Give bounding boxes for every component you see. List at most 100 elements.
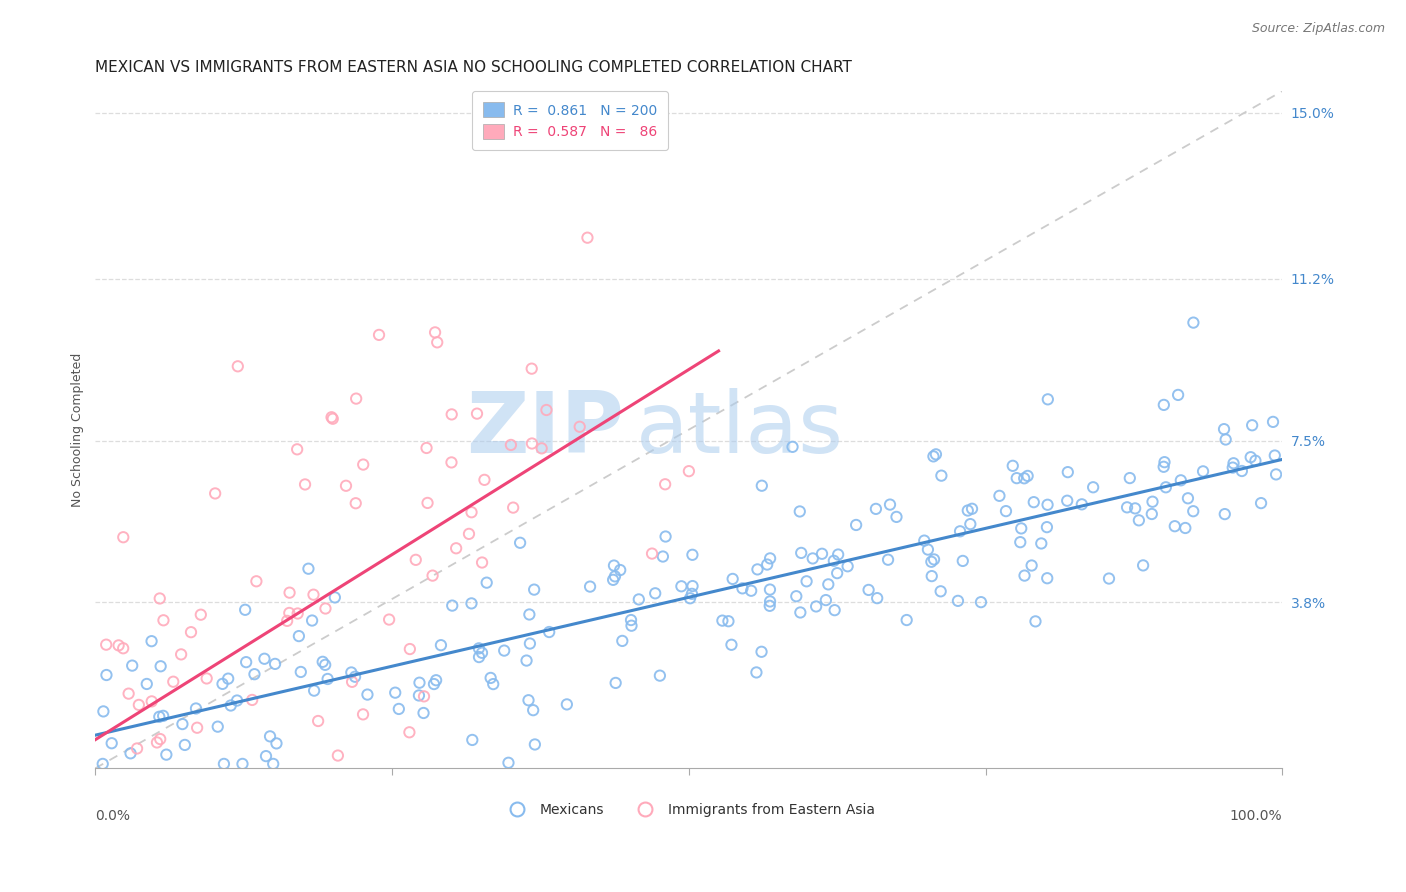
Point bbox=[1265, 467, 1288, 482]
Point bbox=[827, 548, 849, 562]
Point bbox=[269, 783, 291, 797]
Point bbox=[896, 613, 918, 627]
Point bbox=[195, 672, 218, 686]
Point bbox=[312, 655, 335, 669]
Point bbox=[240, 693, 263, 707]
Point bbox=[1116, 500, 1139, 515]
Point bbox=[988, 489, 1011, 503]
Point bbox=[1056, 465, 1078, 479]
Point bbox=[720, 638, 742, 652]
Point bbox=[408, 675, 430, 690]
Point bbox=[960, 501, 983, 516]
Point bbox=[1164, 519, 1187, 533]
Point bbox=[1222, 456, 1244, 470]
Point bbox=[321, 410, 343, 425]
Point bbox=[149, 659, 172, 673]
Point bbox=[877, 552, 900, 566]
Point bbox=[294, 783, 316, 797]
Point bbox=[422, 568, 444, 582]
Point bbox=[681, 587, 703, 601]
Point bbox=[460, 505, 482, 519]
Point bbox=[173, 783, 195, 797]
Point bbox=[172, 717, 194, 731]
Point bbox=[817, 577, 839, 591]
Point bbox=[515, 654, 537, 668]
Point bbox=[886, 509, 908, 524]
Point bbox=[91, 756, 114, 771]
Point bbox=[253, 652, 276, 666]
Point bbox=[1001, 458, 1024, 473]
Point bbox=[474, 473, 496, 487]
Point bbox=[522, 703, 544, 717]
Point bbox=[288, 629, 311, 643]
Point bbox=[612, 634, 634, 648]
Point bbox=[179, 783, 201, 797]
Point bbox=[845, 518, 868, 533]
Point bbox=[682, 579, 704, 593]
Point bbox=[994, 504, 1017, 518]
Point bbox=[609, 563, 631, 577]
Point bbox=[811, 547, 834, 561]
Point bbox=[262, 756, 284, 771]
Point bbox=[785, 589, 807, 603]
Point bbox=[184, 701, 207, 715]
Point bbox=[128, 698, 150, 712]
Point bbox=[461, 733, 484, 747]
Point bbox=[925, 447, 948, 461]
Point bbox=[352, 458, 374, 472]
Point bbox=[538, 625, 561, 640]
Point bbox=[1005, 471, 1028, 485]
Point bbox=[1213, 507, 1236, 521]
Point bbox=[654, 529, 676, 543]
Point bbox=[173, 783, 195, 797]
Point bbox=[211, 677, 233, 691]
Point bbox=[651, 549, 673, 564]
Point bbox=[956, 503, 979, 517]
Point bbox=[321, 783, 343, 797]
Point bbox=[120, 747, 142, 761]
Point bbox=[1177, 491, 1199, 506]
Point bbox=[245, 574, 267, 589]
Point bbox=[243, 667, 266, 681]
Point bbox=[173, 738, 195, 752]
Point bbox=[254, 749, 277, 764]
Point bbox=[929, 584, 952, 599]
Point bbox=[408, 689, 430, 703]
Point bbox=[278, 585, 301, 599]
Point bbox=[946, 594, 969, 608]
Point bbox=[232, 783, 254, 797]
Point bbox=[740, 583, 762, 598]
Point bbox=[1081, 480, 1104, 494]
Point bbox=[952, 554, 974, 568]
Point bbox=[125, 741, 148, 756]
Point bbox=[789, 504, 811, 518]
Point bbox=[1010, 521, 1032, 535]
Point bbox=[758, 599, 780, 613]
Point bbox=[654, 477, 676, 491]
Point bbox=[1010, 535, 1032, 549]
Point bbox=[212, 756, 235, 771]
Point bbox=[759, 551, 782, 566]
Point bbox=[519, 607, 541, 622]
Point bbox=[356, 688, 378, 702]
Point bbox=[498, 756, 520, 770]
Point bbox=[180, 625, 202, 640]
Point bbox=[471, 646, 494, 660]
Point bbox=[217, 672, 239, 686]
Point bbox=[423, 326, 446, 340]
Point bbox=[517, 693, 540, 707]
Point bbox=[444, 541, 467, 556]
Point bbox=[285, 442, 308, 457]
Point bbox=[344, 496, 367, 510]
Point bbox=[302, 683, 325, 698]
Point bbox=[335, 479, 357, 493]
Point bbox=[259, 730, 281, 744]
Point bbox=[266, 736, 288, 750]
Point bbox=[141, 694, 163, 708]
Point bbox=[917, 542, 939, 557]
Point bbox=[465, 407, 488, 421]
Point bbox=[398, 725, 420, 739]
Point bbox=[243, 774, 266, 789]
Point bbox=[1250, 496, 1272, 510]
Point bbox=[866, 591, 889, 606]
